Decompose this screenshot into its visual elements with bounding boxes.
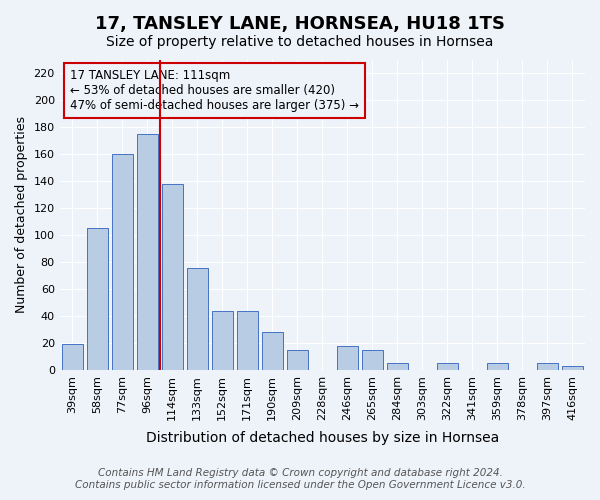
Text: 17, TANSLEY LANE, HORNSEA, HU18 1TS: 17, TANSLEY LANE, HORNSEA, HU18 1TS xyxy=(95,15,505,33)
Bar xyxy=(262,332,283,370)
Bar xyxy=(86,228,108,370)
Bar xyxy=(161,184,183,370)
Bar xyxy=(387,363,408,370)
Bar xyxy=(62,344,83,370)
Bar xyxy=(236,310,258,370)
Text: Size of property relative to detached houses in Hornsea: Size of property relative to detached ho… xyxy=(106,35,494,49)
Bar xyxy=(137,134,158,370)
Bar xyxy=(287,350,308,370)
Bar xyxy=(562,366,583,370)
Bar xyxy=(437,363,458,370)
Text: 17 TANSLEY LANE: 111sqm
← 53% of detached houses are smaller (420)
47% of semi-d: 17 TANSLEY LANE: 111sqm ← 53% of detache… xyxy=(70,70,359,112)
Bar xyxy=(187,268,208,370)
Bar xyxy=(362,350,383,370)
Bar xyxy=(212,310,233,370)
Bar xyxy=(487,363,508,370)
Bar xyxy=(112,154,133,370)
Y-axis label: Number of detached properties: Number of detached properties xyxy=(15,116,28,314)
Bar xyxy=(337,346,358,370)
X-axis label: Distribution of detached houses by size in Hornsea: Distribution of detached houses by size … xyxy=(146,431,499,445)
Bar xyxy=(537,363,558,370)
Text: Contains HM Land Registry data © Crown copyright and database right 2024.
Contai: Contains HM Land Registry data © Crown c… xyxy=(74,468,526,490)
